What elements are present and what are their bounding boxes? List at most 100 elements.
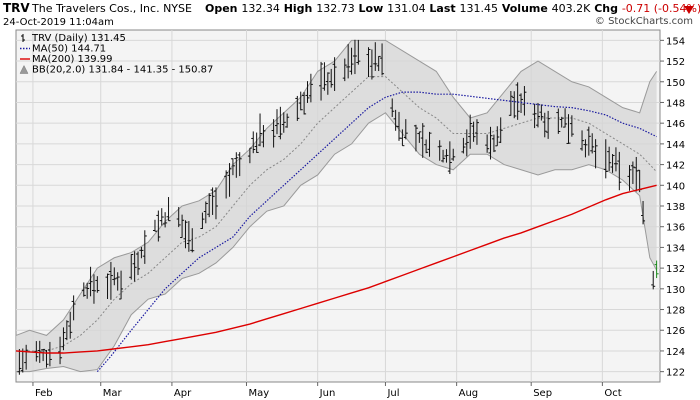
price-bar	[159, 208, 164, 226]
price-bar	[563, 108, 568, 128]
y-tick-label: 124	[666, 347, 685, 358]
price-bar	[58, 336, 63, 365]
legend-ohlc-icon	[21, 34, 25, 42]
y-tick-label: 148	[666, 98, 685, 109]
y-tick-label: 154	[666, 36, 685, 47]
price-bar	[559, 116, 564, 128]
price-bar	[190, 228, 195, 253]
price-bar	[427, 131, 432, 157]
ma50-line	[96, 91, 657, 373]
y-tick-label: 140	[666, 181, 685, 192]
timestamp: 24-Oct-2019 11:04am	[3, 17, 114, 28]
price-bar	[176, 207, 181, 228]
price-bar	[569, 115, 574, 137]
price-bar	[41, 348, 46, 362]
y-tick-label: 134	[666, 243, 685, 254]
y-tick-label: 142	[666, 161, 685, 172]
moving-averages	[15, 91, 657, 373]
price-bar	[471, 121, 476, 142]
price-bar	[641, 200, 646, 225]
ticker-symbol: TRV	[3, 1, 30, 15]
price-bar	[200, 212, 205, 229]
price-bar	[400, 129, 405, 147]
x-tick-label: Apr	[174, 388, 192, 399]
x-tick-label: Jun	[319, 388, 336, 399]
price-bar	[461, 137, 466, 154]
legend-label: TRV (Daily) 131.45	[31, 33, 126, 44]
price-bar	[24, 344, 29, 370]
price-bar	[580, 130, 585, 151]
quote-value: 131.04	[387, 2, 426, 15]
price-bar	[468, 114, 473, 149]
price-bar	[95, 276, 100, 293]
price-bar	[281, 112, 286, 133]
price-bar	[617, 151, 622, 191]
quote-label: Volume	[498, 2, 552, 15]
price-bar	[88, 266, 93, 297]
quote-value: 132.73	[316, 2, 355, 15]
price-bar	[390, 98, 395, 117]
price-bar	[349, 47, 354, 75]
quote-label: High	[280, 2, 316, 15]
price-bar	[535, 102, 540, 128]
price-bar	[590, 133, 595, 154]
price-bar	[247, 147, 252, 164]
y-tick-label: 128	[666, 306, 685, 317]
legend-label: MA(200) 139.99	[32, 54, 113, 65]
price-bar	[68, 311, 73, 339]
x-tick-label: Jul	[386, 388, 399, 399]
y-tick-label: 132	[666, 264, 685, 275]
legend-label: MA(50) 144.71	[32, 44, 106, 55]
x-axis: Feb Mar Apr May Jun Jul Aug Sep Oct	[32, 382, 622, 399]
bollinger-upper-line	[15, 39, 658, 336]
price-bar	[586, 126, 591, 156]
price-bar	[495, 126, 500, 147]
quote-value: 403.2K	[552, 2, 591, 15]
ma200-line	[15, 184, 657, 354]
price-bar	[156, 210, 161, 242]
x-tick-label: Sep	[533, 388, 552, 399]
price-bar	[186, 221, 191, 252]
price-bar	[437, 140, 442, 161]
price-bar	[464, 129, 469, 157]
down-triangle-icon	[684, 6, 694, 14]
y-tick-label: 136	[666, 223, 685, 234]
price-bar	[603, 139, 608, 179]
price-bar	[119, 270, 124, 300]
price-bar	[183, 220, 188, 249]
price-bar	[17, 349, 22, 375]
price-bar	[498, 117, 503, 143]
price-bar	[142, 230, 147, 264]
price-bar	[630, 161, 635, 184]
price-bar	[285, 113, 290, 128]
price-bar	[305, 81, 310, 103]
price-bar	[566, 114, 571, 144]
quote-value: 132.34	[241, 2, 280, 15]
price-bar	[71, 295, 76, 321]
price-bar	[129, 254, 134, 280]
price-bar	[512, 91, 517, 119]
price-bar	[81, 282, 86, 297]
price-bar	[342, 58, 347, 82]
price-bar	[515, 82, 520, 120]
y-tick-label: 152	[666, 57, 685, 68]
legend-band-icon	[19, 64, 29, 74]
price-bar	[61, 327, 66, 351]
price-bar	[139, 247, 144, 259]
company-name-text: The Travelers Cos., Inc.	[31, 2, 160, 15]
bollinger-band-fill	[16, 40, 657, 372]
price-bar	[352, 39, 357, 75]
price-bar	[532, 103, 537, 129]
price-bar	[610, 154, 615, 173]
x-tick-label: Mar	[103, 388, 123, 399]
x-tick-label: Feb	[35, 388, 53, 399]
price-bar	[332, 57, 337, 91]
price-bar	[654, 260, 659, 279]
price-bar	[356, 39, 361, 65]
price-bars	[17, 39, 659, 375]
exchange-text: NYSE	[163, 2, 192, 15]
price-bar	[302, 92, 307, 115]
price-bar	[258, 113, 263, 147]
price-bar	[308, 73, 313, 103]
